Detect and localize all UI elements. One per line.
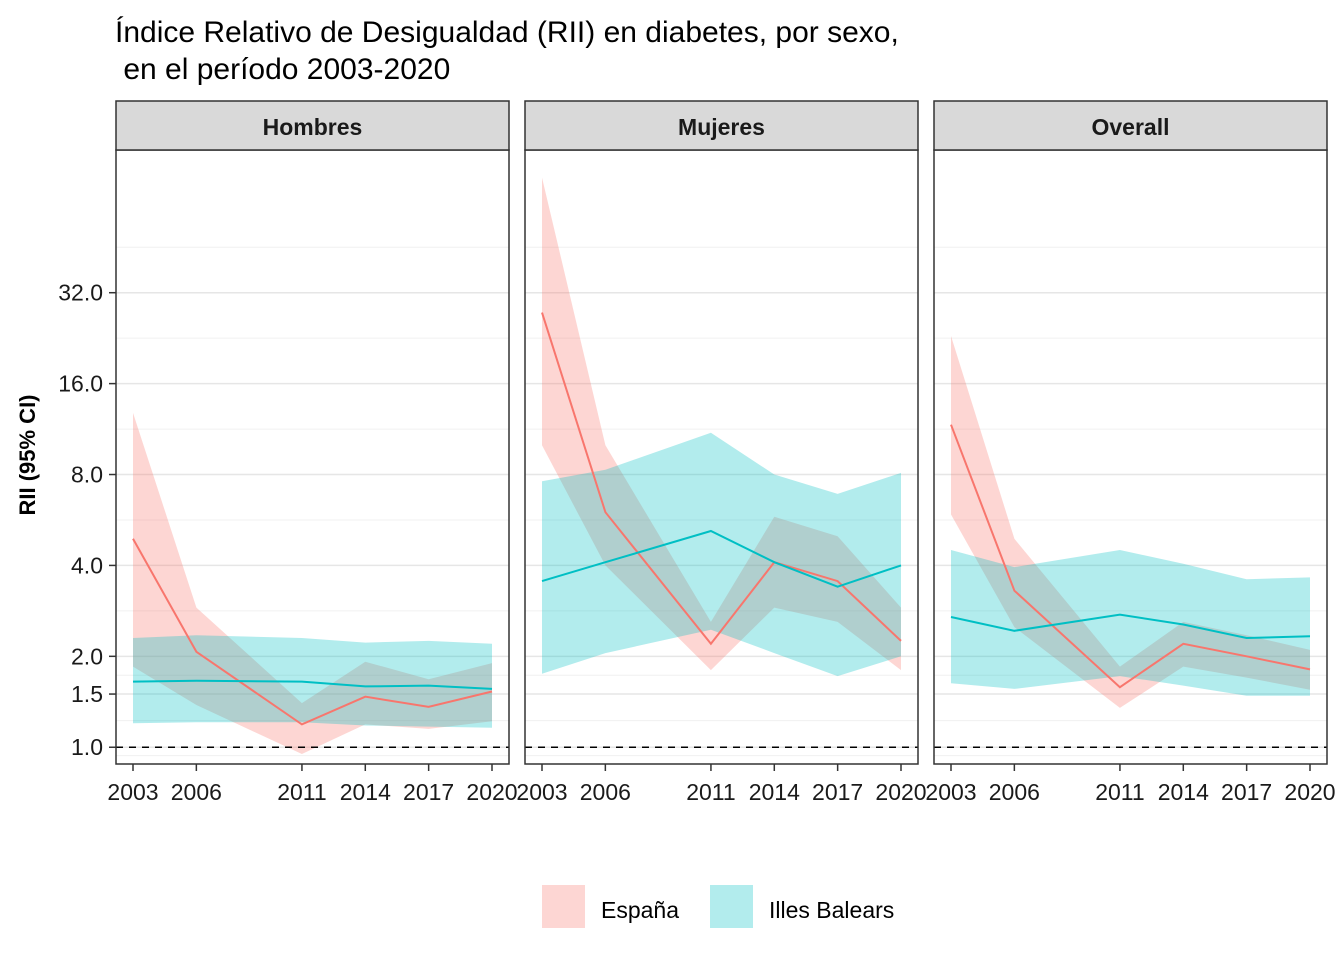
x-tick-label: 2006 (171, 779, 222, 805)
series-line-illes-balears (541, 529, 902, 588)
x-tick-label: 2003 (925, 779, 976, 805)
y-axis: 1.0 1.5 2.0 4.0 8.0 16.0 32.0 (58, 280, 116, 760)
series-line-illes-balears (950, 613, 1311, 640)
panel-hombres: Hombres 2003 2006 2011 2014 2017 2020 (107, 100, 518, 805)
x-tick-label: 2017 (403, 779, 454, 805)
y-tick-label: 1.0 (71, 734, 103, 760)
y-tick-label: 4.0 (71, 552, 103, 578)
chart-title-line-1: Índice Relativo de Desigualdad (RII) en … (115, 16, 899, 49)
x-tick-label: 2011 (686, 779, 735, 805)
facet-panels: Hombres 2003 2006 2011 2014 2017 2020 Mujeres 20… (107, 100, 1336, 805)
series-line-españa (541, 312, 902, 646)
x-tick-label: 2011 (277, 779, 326, 805)
x-tick-label: 2020 (1284, 779, 1335, 805)
x-tick-label: 2020 (875, 779, 926, 805)
series-line-españa (132, 538, 493, 726)
panel-background (934, 150, 1327, 764)
x-tick-label: 2020 (466, 779, 517, 805)
facet-strip (933, 100, 1328, 151)
legend-label: Illes Balears (769, 897, 894, 923)
y-tick-label: 1.5 (71, 681, 103, 707)
x-tick-label: 2014 (749, 779, 800, 805)
x-tick-label: 2003 (516, 779, 567, 805)
x-tick-label: 2011 (1095, 779, 1144, 805)
ci-ribbon-illes-balears (951, 550, 1310, 696)
facet-strip (115, 100, 510, 151)
ci-ribbon-españa (542, 177, 901, 671)
y-axis-title: RII (95% CI) (15, 394, 40, 515)
x-tick-label: 2014 (340, 779, 391, 805)
x-tick-label: 2014 (1158, 779, 1209, 805)
facet-strip-label: Mujeres (678, 114, 765, 140)
panel-background (525, 150, 918, 764)
facet-strip-label: Overall (1092, 114, 1170, 140)
series-line-españa (950, 424, 1311, 689)
legend: España Illes Balears (542, 885, 894, 928)
panel-mujeres: Mujeres 2003 2006 2011 2014 2017 2020 (516, 100, 927, 805)
y-tick-label: 16.0 (58, 371, 103, 397)
legend-key (710, 885, 753, 928)
legend-key (542, 885, 585, 928)
x-tick-label: 2006 (989, 779, 1040, 805)
y-tick-label: 32.0 (58, 280, 103, 306)
legend-item-españa: España (542, 885, 679, 928)
x-tick-label: 2017 (812, 779, 863, 805)
facet-strip-label: Hombres (263, 114, 363, 140)
chart-title-line-2: en el período 2003-2020 (115, 53, 450, 86)
series-line-illes-balears (132, 679, 493, 690)
x-tick-label: 2006 (580, 779, 631, 805)
y-tick-label: 2.0 (71, 643, 103, 669)
ci-ribbon-illes-balears (542, 432, 901, 677)
x-tick-label: 2017 (1221, 779, 1272, 805)
panel-overall: Overall 2003 2006 2011 2014 2017 2020 (925, 100, 1336, 805)
legend-label: España (601, 897, 679, 923)
facet-strip (524, 100, 919, 151)
panel-background (116, 150, 509, 764)
x-tick-label: 2003 (107, 779, 158, 805)
y-tick-label: 8.0 (71, 462, 103, 488)
legend-item-illes-balears: Illes Balears (710, 885, 894, 928)
